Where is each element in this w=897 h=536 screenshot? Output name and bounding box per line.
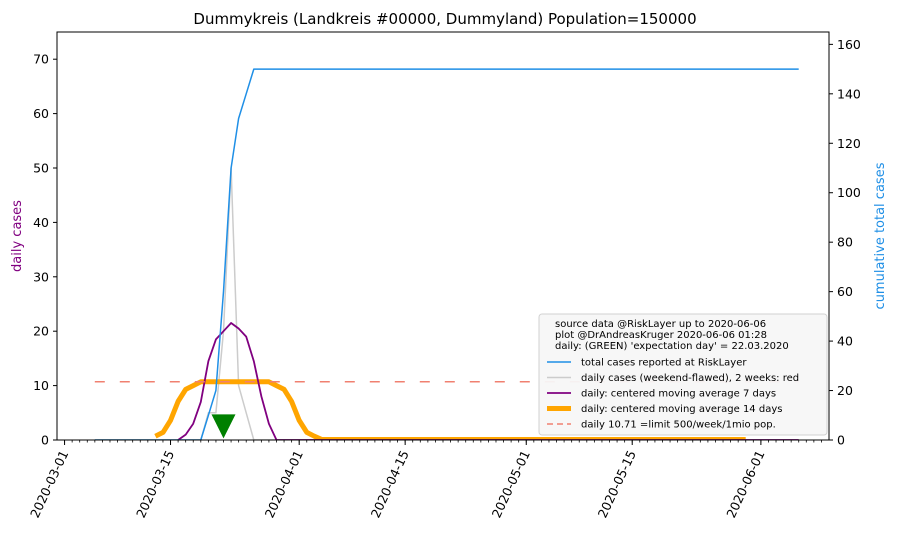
series-line-0 — [94, 68, 799, 440]
left-tick-label: 30 — [33, 269, 49, 284]
chart-title: Dummykreis (Landkreis #00000, Dummyland)… — [193, 10, 696, 28]
x-tick-label: 2020-03-15 — [133, 448, 177, 520]
legend-entry: total cases reported at RiskLayer — [581, 358, 747, 369]
x-tick-label: 2020-04-01 — [262, 448, 306, 520]
right-tick-label: 40 — [837, 334, 853, 349]
left-tick-label: 40 — [33, 215, 49, 230]
left-axis-label: daily cases — [10, 200, 25, 272]
x-tick-label: 2020-03-01 — [27, 448, 71, 520]
legend-header-line: source data @RiskLayer up to 2020-06-06 — [555, 319, 766, 330]
legend-entry: daily cases (weekend-flawed), 2 weeks: r… — [581, 373, 799, 384]
legend-header-line: plot @DrAndreasKruger 2020-06-06 01:28 — [555, 330, 767, 341]
legend: source data @RiskLayer up to 2020-06-06p… — [538, 313, 828, 436]
left-tick-label: 20 — [33, 324, 49, 339]
legend-entry: daily: centered moving average 7 days — [581, 389, 776, 400]
legend-entry: daily 10.71 =limit 500/week/1mio pop. — [581, 420, 776, 431]
legend-box — [538, 313, 828, 436]
right-tick-label: 100 — [837, 185, 861, 200]
series-line-3 — [154, 379, 746, 440]
right-tick-label: 160 — [837, 37, 861, 52]
left-tick-label: 10 — [33, 378, 49, 393]
left-tick-label: 70 — [33, 52, 49, 67]
legend-entry: daily: centered moving average 14 days — [581, 404, 782, 415]
left-tick-label: 0 — [41, 433, 49, 448]
left-tick-label: 50 — [33, 161, 49, 176]
legend-header-line: daily: (GREEN) 'expectation day' = 22.03… — [555, 341, 789, 352]
x-tick-label: 2020-05-15 — [595, 448, 639, 520]
series-line-2 — [177, 322, 799, 440]
right-tick-label: 140 — [837, 86, 861, 101]
right-tick-label: 20 — [837, 383, 853, 398]
right-tick-label: 60 — [837, 284, 853, 299]
right-tick-label: 120 — [837, 136, 861, 151]
left-tick-label: 60 — [33, 106, 49, 121]
expectation-day-marker — [211, 414, 236, 439]
series-layer — [94, 68, 799, 440]
x-tick-label: 2020-04-15 — [368, 448, 412, 520]
x-tick-label: 2020-05-01 — [489, 448, 533, 520]
right-tick-label: 0 — [837, 433, 845, 448]
right-tick-label: 80 — [837, 235, 853, 250]
axes-layer: 0 10 20 30 40 50 60 70 0 20 40 60 80 100 120 140 160 2020… — [27, 31, 861, 520]
x-tick-label: 2020-06-01 — [723, 448, 767, 520]
right-axis-label: cumulative total cases — [873, 162, 888, 309]
